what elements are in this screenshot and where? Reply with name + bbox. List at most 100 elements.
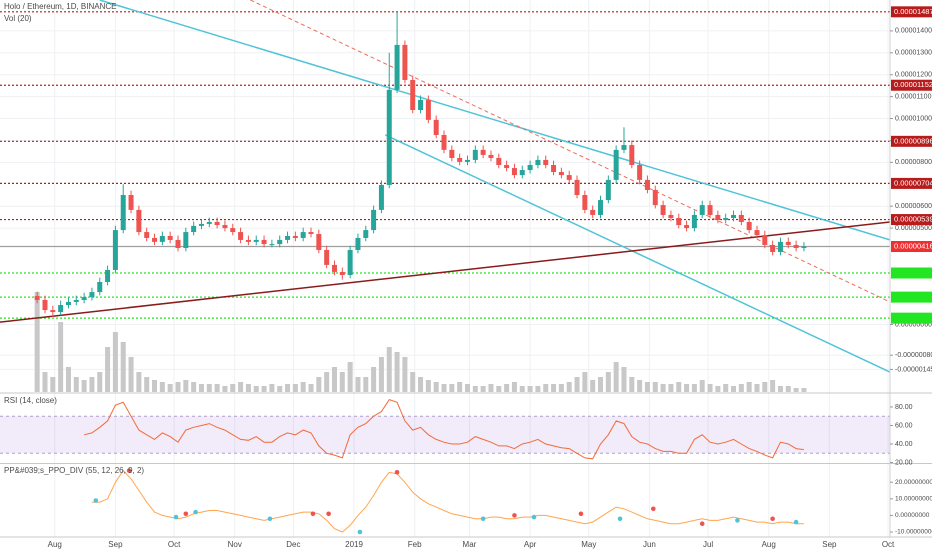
y-tick-label: 0.00001300 — [895, 50, 932, 57]
candle-body — [191, 225, 197, 233]
candle-body — [394, 44, 400, 90]
ppo-marker — [183, 511, 189, 517]
candle-body — [504, 164, 510, 169]
y-tick-label: 0.00000800 — [895, 159, 932, 166]
volume-bar — [433, 382, 439, 392]
ppo-marker — [699, 521, 705, 527]
volume-bar — [222, 386, 228, 392]
candle-body — [637, 164, 643, 180]
candle-body — [50, 310, 56, 313]
volume-bar — [324, 372, 330, 392]
candle-body — [355, 237, 361, 251]
level-label: 0.00000539 — [894, 215, 932, 224]
volume-bar — [308, 384, 314, 392]
candle-body — [120, 195, 126, 231]
y-tick-label: 0.00000000 — [895, 512, 930, 519]
level-box — [891, 79, 932, 91]
volume-bar — [441, 384, 447, 392]
volume-bar — [167, 384, 173, 392]
volume-bar — [566, 382, 572, 392]
volume-bar — [801, 388, 807, 392]
volume-bar — [152, 380, 158, 392]
x-tick-label: Sep — [822, 540, 837, 549]
candle-body — [535, 159, 541, 165]
volume-bar — [684, 384, 690, 392]
candle-body — [496, 157, 502, 165]
level-label: 0.00001487 — [894, 7, 932, 16]
volume-bar — [191, 382, 197, 392]
volume-bar — [285, 384, 291, 392]
level-box — [891, 312, 932, 324]
volume-bar — [42, 372, 48, 392]
volume-bar — [621, 367, 627, 392]
volume-bar — [339, 372, 345, 392]
volume-bar — [238, 382, 244, 392]
volume-bar — [355, 377, 361, 392]
volume-bar — [598, 377, 604, 392]
volume-bar — [34, 292, 40, 392]
candle-body — [762, 235, 768, 245]
volume-bar — [777, 386, 783, 392]
ppo-marker — [480, 516, 486, 522]
candle-body — [230, 228, 236, 233]
volume-bar — [699, 380, 705, 392]
candle-body — [206, 221, 212, 224]
candle-body — [433, 119, 439, 135]
ppo-marker — [310, 511, 316, 517]
volume-bar — [762, 382, 768, 392]
volume-bar — [105, 347, 111, 392]
candle-body — [73, 299, 79, 302]
candle-body — [316, 234, 322, 251]
volume-bar — [112, 332, 118, 392]
candle-body — [723, 218, 729, 220]
volume-bar — [371, 367, 377, 392]
volume-bar — [378, 357, 384, 392]
volume-bar — [746, 382, 752, 392]
y-tick-label: 0.00001000 — [895, 115, 932, 122]
volume-bar — [707, 384, 713, 392]
candle-body — [339, 271, 345, 275]
ppo-marker — [578, 511, 584, 517]
grid — [0, 0, 890, 537]
volume-bar — [300, 382, 306, 392]
candle-body — [371, 209, 377, 231]
chart-title: Holo / Ethereum, 1D, BINANCE — [4, 2, 116, 11]
level-box — [891, 241, 932, 253]
volume-bar — [715, 386, 721, 392]
volume-bar — [605, 372, 611, 392]
x-tick-label: Mar — [463, 540, 477, 549]
candle-body — [582, 195, 588, 210]
candle-body — [629, 145, 635, 165]
candle-body — [777, 241, 783, 252]
volume-bar — [198, 384, 204, 392]
candle-body — [566, 175, 572, 180]
x-tick-label: Jul — [703, 540, 713, 549]
candle-body — [112, 230, 118, 270]
candle-body — [621, 145, 627, 150]
volume-bar — [214, 384, 220, 392]
candle-body — [58, 305, 64, 313]
volume-bar — [331, 367, 337, 392]
volume-bar — [402, 357, 408, 392]
y-tick-label: -0.00000080 — [895, 352, 932, 359]
volume-bar — [245, 384, 251, 392]
candle-body — [285, 235, 291, 240]
volume-bar — [770, 380, 776, 392]
volume-bar — [644, 382, 650, 392]
candle-body — [613, 149, 619, 180]
trend-line — [0, 221, 890, 323]
x-tick-label: Aug — [48, 540, 62, 549]
level-box — [891, 177, 932, 189]
volume-bar — [230, 384, 236, 392]
volume-bar — [89, 377, 95, 392]
volume-bar — [480, 386, 486, 392]
candle-body — [801, 246, 807, 249]
volume-bar — [73, 377, 79, 392]
y-tick-label: 20.00000000 — [895, 479, 932, 486]
candle-body — [347, 250, 353, 275]
candle-body — [418, 99, 424, 110]
candle-body — [519, 170, 525, 176]
candle-body — [480, 149, 486, 155]
volume-bar — [504, 384, 510, 392]
ppo-marker — [512, 513, 517, 518]
